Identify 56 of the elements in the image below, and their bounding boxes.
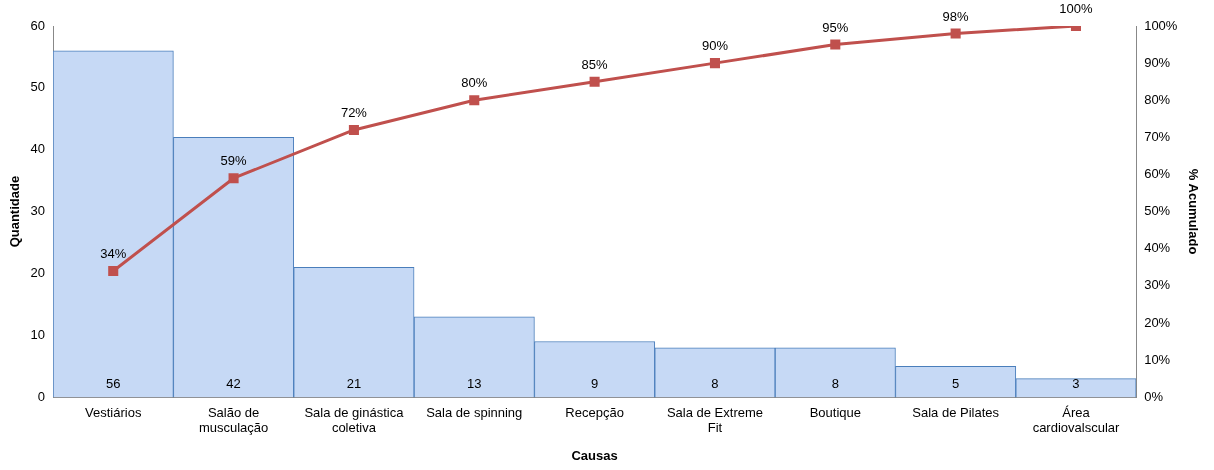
y2-tick-label: 10%	[1144, 351, 1171, 367]
y-tick-label: 30	[30, 203, 46, 219]
data-label: 95%	[822, 19, 849, 35]
y-tick-label: 0	[37, 388, 46, 404]
y2-tick-label: 80%	[1144, 91, 1171, 107]
data-label: 34%	[100, 246, 127, 262]
y2-tick-label: 60%	[1144, 166, 1171, 182]
data-label: 56	[106, 376, 121, 392]
y2-tick-label: 0%	[1144, 388, 1164, 404]
data-label: 98%	[942, 8, 970, 24]
x-tick-label: Sala de Pilates	[912, 404, 1000, 420]
y2-tick-label: 100%	[1144, 17, 1178, 33]
point	[108, 265, 119, 277]
data-label: 59%	[220, 153, 248, 169]
x-tick-label: Sala de spinning	[426, 404, 523, 420]
data-label: 13	[467, 376, 482, 392]
y-tick-label: 20	[30, 265, 46, 281]
point	[469, 95, 480, 106]
x-tick-label: Sala de Extreme Fit	[666, 404, 763, 436]
y-tick-label: 60	[30, 17, 46, 33]
data-label: 90%	[701, 38, 729, 54]
data-label: 42	[226, 376, 241, 392]
data-label: 8	[831, 376, 839, 392]
point	[348, 124, 359, 135]
y2-tick-label: 70%	[1144, 128, 1171, 144]
point	[950, 28, 961, 39]
y-axis-title: Quantidade	[7, 175, 23, 248]
y2-tick-label: 40%	[1144, 240, 1171, 256]
y2-tick-label: 30%	[1144, 277, 1171, 293]
x-tick-label: Área cardiovalscular	[1032, 404, 1120, 436]
x-tick-label: Recepção	[565, 404, 624, 420]
x-tick-label: Vestiários	[85, 404, 142, 420]
data-label: 21	[346, 376, 362, 392]
x-tick-label: Salão de musculação	[198, 404, 269, 436]
point	[228, 173, 239, 184]
y2-tick-label: 50%	[1144, 203, 1171, 219]
x-axis-title: Causas	[571, 447, 618, 463]
data-label: 72%	[340, 105, 368, 121]
y-tick-label: 40	[30, 141, 46, 157]
y2-axis-title: % Acumulado	[1185, 168, 1201, 255]
point	[709, 58, 720, 69]
data-label: 8	[711, 376, 719, 392]
data-label: 3	[1072, 376, 1080, 392]
data-label: 9	[590, 376, 599, 392]
data-label: 80%	[461, 75, 488, 91]
y2-tick-label: 20%	[1144, 314, 1171, 330]
point	[830, 39, 841, 50]
data-label: 5	[952, 376, 960, 392]
y-tick-label: 10	[30, 326, 46, 342]
x-tick-label: Boutique	[809, 404, 861, 420]
y2-tick-label: 90%	[1144, 54, 1171, 70]
x-tick-label: Sala de ginástica coletiva	[304, 404, 405, 436]
data-label: 85%	[581, 56, 609, 72]
point	[589, 76, 600, 87]
data-label: 100%	[1059, 1, 1094, 17]
y-tick-label: 50	[30, 79, 46, 95]
